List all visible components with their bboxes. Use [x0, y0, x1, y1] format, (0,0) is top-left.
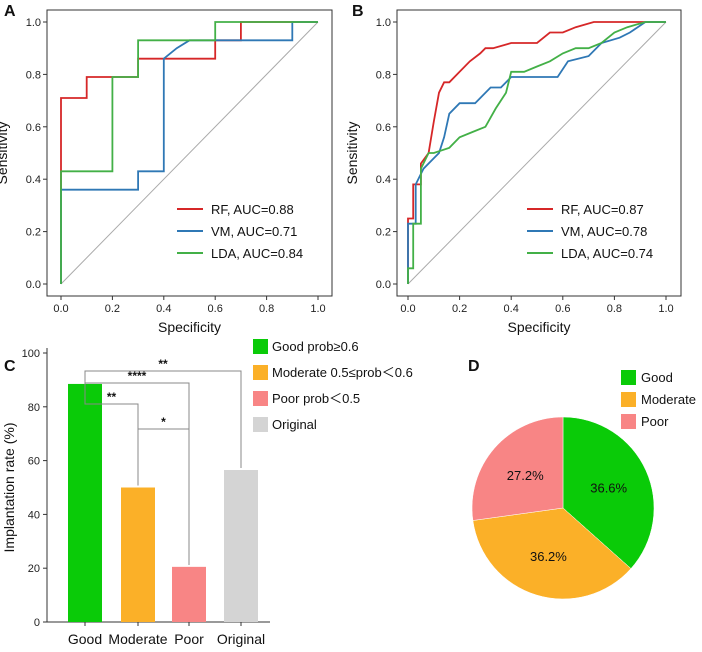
pie-slice-2: [471, 416, 564, 521]
x-tick-label: 0.0: [400, 303, 415, 315]
bar-chart-c: 0 20 40 60 80 100 Implantation rate (%) Good Mod…: [1, 339, 413, 647]
y-tick-label: 1.0: [26, 17, 41, 29]
significance-label-2: ****: [128, 369, 147, 383]
category-label-0: Good: [68, 631, 102, 647]
pie-chart-d: 36.6% 36.2% 27.2% Good Moderate Poor: [471, 370, 696, 600]
y-tick-label: 100: [22, 348, 40, 360]
y-tick-label: 1.0: [376, 17, 391, 29]
significance-bracket-3: [84, 370, 242, 469]
y-tick-label: 0.6: [26, 122, 41, 134]
x-tick-label: 0.8: [259, 303, 274, 315]
plot-frame: [46, 9, 333, 297]
legend-label-a-2: LDA, AUC=0.84: [211, 246, 303, 261]
reference-diagonal: [407, 21, 667, 285]
legend-swatch-d-1: [621, 392, 636, 407]
y-axis-label: Sensitivity: [0, 121, 10, 184]
pie-value-label-2: 27.2%: [507, 468, 544, 483]
panel-label-d: D: [468, 358, 480, 375]
x-axis-label: Specificity: [158, 319, 221, 335]
legend-label-a-1: VM, AUC=0.71: [211, 224, 297, 239]
pie-value-label-0: 36.6%: [590, 481, 627, 496]
legend-label-d-0: Good: [641, 370, 673, 385]
legend-swatch-d-0: [621, 370, 636, 385]
y-axis-label: Sensitivity: [344, 121, 360, 184]
legend-label-c-1: Moderate 0.5≤prob＜0.6: [272, 365, 413, 380]
reference-diagonal: [60, 21, 319, 285]
legend-label-a-0: RF, AUC=0.88: [211, 202, 294, 217]
y-tick-label: 0.4: [26, 174, 41, 186]
y-tick-label: 0.2: [376, 227, 391, 239]
roc-curve-a-1: [60, 21, 318, 284]
panel-label-a: A: [4, 3, 16, 20]
x-tick-label: 0.0: [53, 303, 68, 315]
roc-curve-b-1: [407, 21, 666, 284]
roc-curve-b-2: [407, 21, 666, 284]
legend-label-b-1: VM, AUC=0.78: [561, 224, 647, 239]
roc-chart-a: 0.0 0.2 0.4 0.6 0.8 1.0 0.0 0.2 0.4 0.6 0.8 1.0 Spec…: [0, 9, 333, 335]
x-tick-label: 0.2: [105, 303, 120, 315]
legend-swatch-c-2: [253, 391, 268, 406]
panel-label-c: C: [4, 358, 16, 375]
roc-chart-b: 0.0 0.2 0.4 0.6 0.8 1.0 0.0 0.2 0.4 0.6 0.8 1.0 Spec…: [344, 9, 682, 335]
x-tick-label: 0.4: [504, 303, 519, 315]
y-tick-label: 20: [28, 563, 40, 575]
x-tick-label: 0.6: [555, 303, 570, 315]
legend-label-d-2: Poor: [641, 414, 669, 429]
x-tick-label: 1.0: [658, 303, 673, 315]
plot-frame: [396, 9, 682, 297]
category-label-1: Moderate: [108, 631, 167, 647]
category-label-2: Poor: [174, 631, 204, 647]
bar-1: [121, 487, 155, 622]
legend-label-b-0: RF, AUC=0.87: [561, 202, 644, 217]
category-label-3: Original: [217, 631, 265, 647]
x-tick-label: 0.6: [208, 303, 223, 315]
x-axis-label: Specificity: [507, 319, 570, 335]
legend-swatch-d-2: [621, 414, 636, 429]
y-tick-label: 0.8: [376, 69, 391, 81]
x-tick-label: 1.0: [310, 303, 325, 315]
legend-label-b-2: LDA, AUC=0.74: [561, 246, 653, 261]
significance-label-1: *: [161, 415, 166, 429]
pie-slice-0: [562, 416, 655, 569]
significance-label-0: **: [107, 390, 117, 404]
y-tick-label: 0.0: [376, 279, 391, 291]
x-tick-label: 0.4: [156, 303, 171, 315]
pie-slice-1: [472, 507, 632, 600]
legend-label-c-3: Original: [272, 417, 317, 432]
legend-swatch-c-1: [253, 365, 268, 380]
significance-bracket-2: [84, 381, 190, 565]
panel-label-b: B: [352, 3, 364, 20]
y-tick-label: 0.8: [26, 69, 41, 81]
y-tick-label: 40: [28, 509, 40, 521]
bar-2: [172, 566, 206, 622]
legend-label-c-0: Good prob≥0.6: [272, 339, 359, 354]
bar-0: [68, 383, 102, 622]
pie-value-label-1: 36.2%: [530, 549, 567, 564]
y-tick-label: 0.4: [376, 174, 391, 186]
legend-label-c-2: Poor prob＜0.5: [272, 391, 360, 406]
y-axis-label: Implantation rate (%): [1, 423, 17, 553]
bar-3: [224, 470, 258, 622]
legend-label-d-1: Moderate: [641, 392, 696, 407]
roc-curve-a-2: [60, 21, 318, 284]
y-tick-label: 0: [34, 617, 40, 629]
x-tick-label: 0.8: [607, 303, 622, 315]
y-tick-label: 60: [28, 456, 40, 468]
y-tick-label: 0.2: [26, 227, 41, 239]
x-tick-label: 0.2: [452, 303, 467, 315]
y-tick-label: 80: [28, 402, 40, 414]
y-tick-label: 0.0: [26, 279, 41, 291]
significance-label-3: **: [158, 357, 168, 371]
legend-swatch-c-0: [253, 339, 268, 354]
y-tick-label: 0.6: [376, 122, 391, 134]
legend-swatch-c-3: [253, 417, 268, 432]
